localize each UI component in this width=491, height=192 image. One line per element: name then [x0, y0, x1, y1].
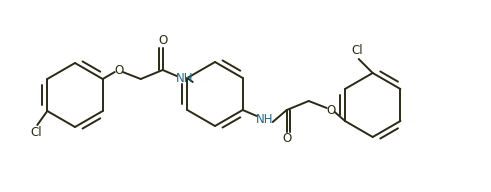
- Text: Cl: Cl: [351, 45, 362, 57]
- Text: NH: NH: [176, 73, 193, 85]
- Text: O: O: [282, 132, 291, 146]
- Text: O: O: [158, 35, 167, 47]
- Text: NH: NH: [256, 113, 273, 126]
- Text: O: O: [326, 103, 335, 117]
- Text: O: O: [114, 64, 123, 76]
- Text: Cl: Cl: [30, 127, 42, 140]
